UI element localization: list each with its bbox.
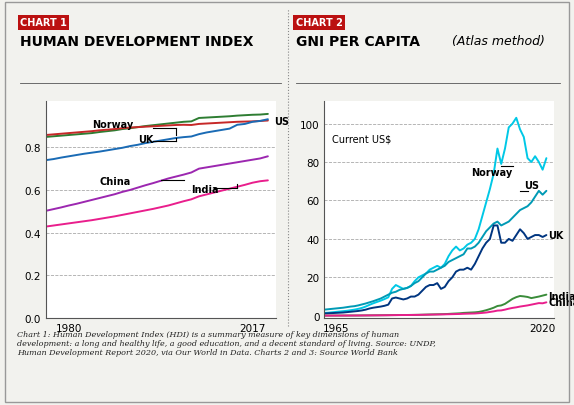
Text: India: India: [548, 291, 574, 301]
Text: UK: UK: [138, 135, 153, 145]
Text: China: China: [548, 298, 574, 307]
Text: US: US: [524, 181, 539, 191]
Text: CHART 1: CHART 1: [20, 18, 67, 28]
Text: Current US$: Current US$: [332, 134, 391, 144]
Text: Chart 1: Human Development Index (HDI) is a summary measure of key dimensions of: Chart 1: Human Development Index (HDI) i…: [17, 330, 436, 356]
Text: China: China: [99, 176, 131, 186]
Text: Norway: Norway: [471, 168, 513, 178]
Text: HUMAN DEVELOPMENT INDEX: HUMAN DEVELOPMENT INDEX: [20, 34, 254, 48]
Text: India: India: [191, 185, 219, 195]
Text: US: US: [274, 117, 289, 127]
Text: CHART 2: CHART 2: [296, 18, 343, 28]
Text: UK: UK: [548, 230, 564, 241]
Text: Norway: Norway: [92, 119, 133, 129]
Text: (Atlas method): (Atlas method): [448, 34, 545, 47]
Text: GNI PER CAPITA: GNI PER CAPITA: [296, 34, 420, 48]
